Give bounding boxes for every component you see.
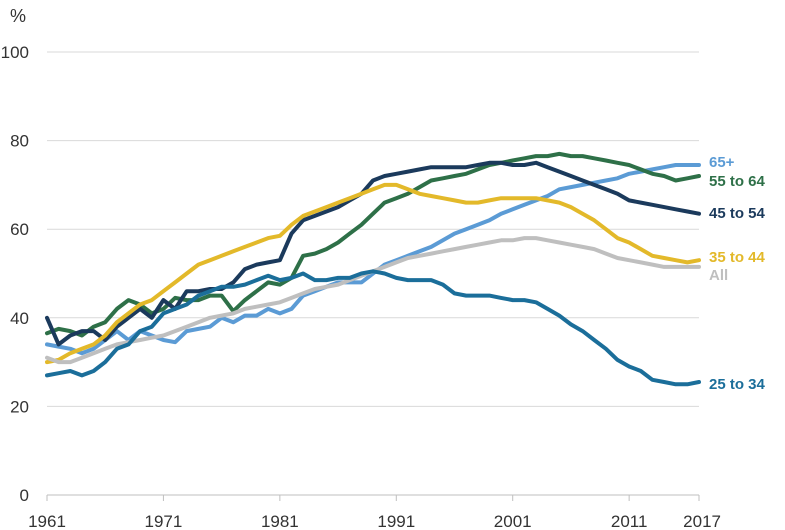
y-tick-labels: 0 20 40 60 80 100: [1, 43, 29, 505]
x-tick-label-2011: 2011: [611, 512, 648, 530]
gridlines: [47, 51, 699, 496]
series-label-45-to-54: 45 to 54: [709, 205, 766, 222]
x-tick-label-1991: 1991: [377, 512, 415, 530]
series-label-all: All: [709, 267, 728, 284]
y-unit-label: %: [10, 6, 26, 26]
series-label-35-to-44: 35 to 44: [709, 249, 766, 266]
x-tick-label-1971: 1971: [145, 512, 183, 530]
y-tick-label-20: 20: [10, 397, 29, 416]
series-line-35-to-44: [45, 182, 701, 365]
x-tick-label-2017: 2017: [683, 512, 721, 530]
series-line-45-to-54: [45, 160, 701, 347]
series-label-55-to-64: 55 to 64: [709, 173, 766, 190]
series-label-25-to-34: 25 to 34: [709, 376, 766, 393]
series-label-65plus: 65+: [709, 154, 735, 171]
y-tick-label-0: 0: [20, 486, 29, 505]
series-line-25-to-34: [45, 269, 701, 387]
y-tick-label-60: 60: [10, 220, 29, 239]
series-labels: 65+ 55 to 64 45 to 54 35 to 44 All 25 to…: [709, 154, 766, 393]
series-line-65plus: [45, 163, 701, 356]
x-tick-label-2001: 2001: [494, 512, 532, 530]
y-tick-label-40: 40: [10, 309, 29, 328]
x-tick-labels: 1961 1971 1981 1991 2001 2011 2017: [28, 495, 721, 530]
y-tick-label-100: 100: [1, 43, 29, 62]
x-tick-label-1981: 1981: [261, 512, 299, 530]
series-lines: [45, 151, 701, 387]
x-tick-label-1961: 1961: [28, 512, 66, 530]
y-tick-label-80: 80: [10, 132, 29, 151]
